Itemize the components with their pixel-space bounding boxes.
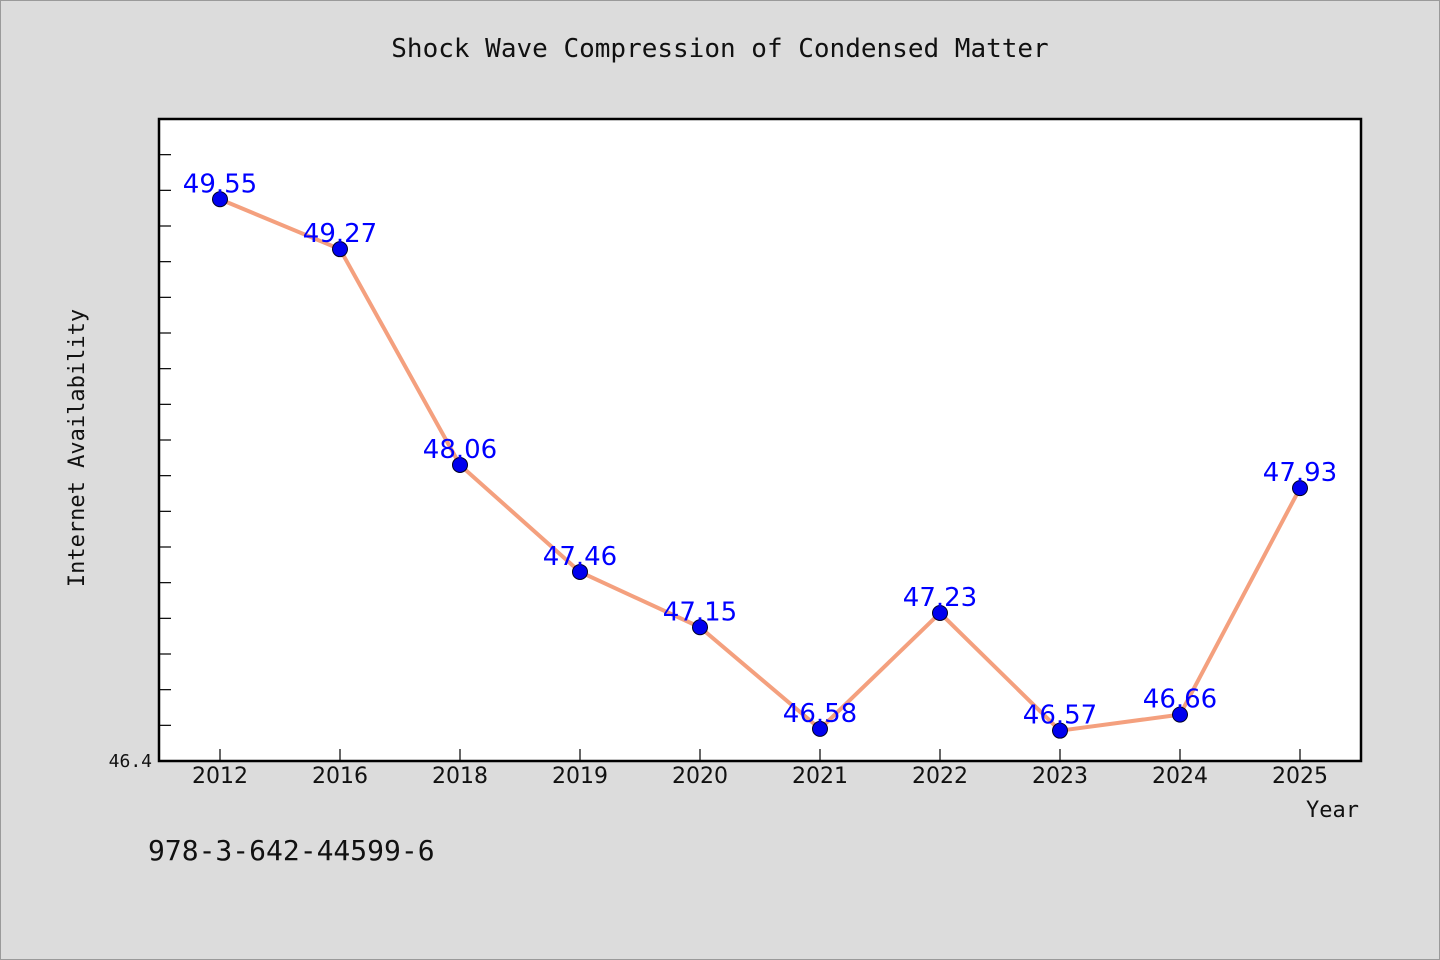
data-point — [572, 563, 588, 580]
data-label: 46.57 — [1023, 701, 1097, 731]
x-tick-label: 2016 — [312, 764, 368, 789]
x-tick-label: 2019 — [552, 764, 608, 789]
data-label: 46.66 — [1143, 685, 1217, 715]
series-line — [219, 197, 1302, 733]
data-label: 48.06 — [423, 435, 497, 465]
x-tick-label: 2022 — [912, 764, 968, 789]
data-label: 49.55 — [183, 169, 257, 199]
x-tick-label: 2018 — [432, 764, 488, 789]
isbn-footer: 978-3-642-44599-6 — [148, 834, 435, 867]
x-tick-label: 2025 — [1272, 764, 1328, 789]
data-label: 49.27 — [303, 219, 377, 249]
x-tick-label: 2023 — [1032, 764, 1088, 789]
data-labels: 49.55 49.27 48.06 47.46 47.15 46.58 47.23 46.57… — [183, 169, 1337, 730]
x-tick-label: 2020 — [672, 764, 728, 789]
x-axis-label: Year — [1306, 798, 1359, 823]
x-axis-ticks: 2012 2016 2018 2019 2020 2021 2022 2023 2024 2025 — [192, 749, 1328, 789]
data-label: 47.46 — [543, 542, 617, 572]
data-point — [212, 191, 228, 208]
y-axis-label: Internet Availability — [65, 309, 90, 587]
data-point — [812, 720, 828, 737]
data-point — [692, 619, 708, 636]
data-point — [1292, 480, 1308, 497]
data-label: 47.23 — [903, 583, 977, 613]
series-layer — [212, 191, 1308, 739]
data-point — [1052, 722, 1068, 739]
chart-title: Shock Wave Compression of Condensed Matt… — [391, 34, 1049, 64]
x-tick-label: 2024 — [1152, 764, 1208, 789]
data-point — [1172, 706, 1188, 723]
data-label: 47.93 — [1263, 458, 1337, 488]
x-tick-label: 2021 — [792, 764, 848, 789]
data-label: 46.58 — [783, 699, 857, 729]
x-tick-label: 2012 — [192, 764, 248, 789]
data-label: 47.15 — [663, 597, 737, 627]
y-tick-label: 46.4 — [109, 751, 152, 772]
data-point — [932, 604, 948, 621]
data-point — [332, 241, 348, 258]
plot-area — [157, 117, 1363, 763]
data-point — [452, 456, 468, 473]
y-axis-ticks — [159, 154, 171, 726]
